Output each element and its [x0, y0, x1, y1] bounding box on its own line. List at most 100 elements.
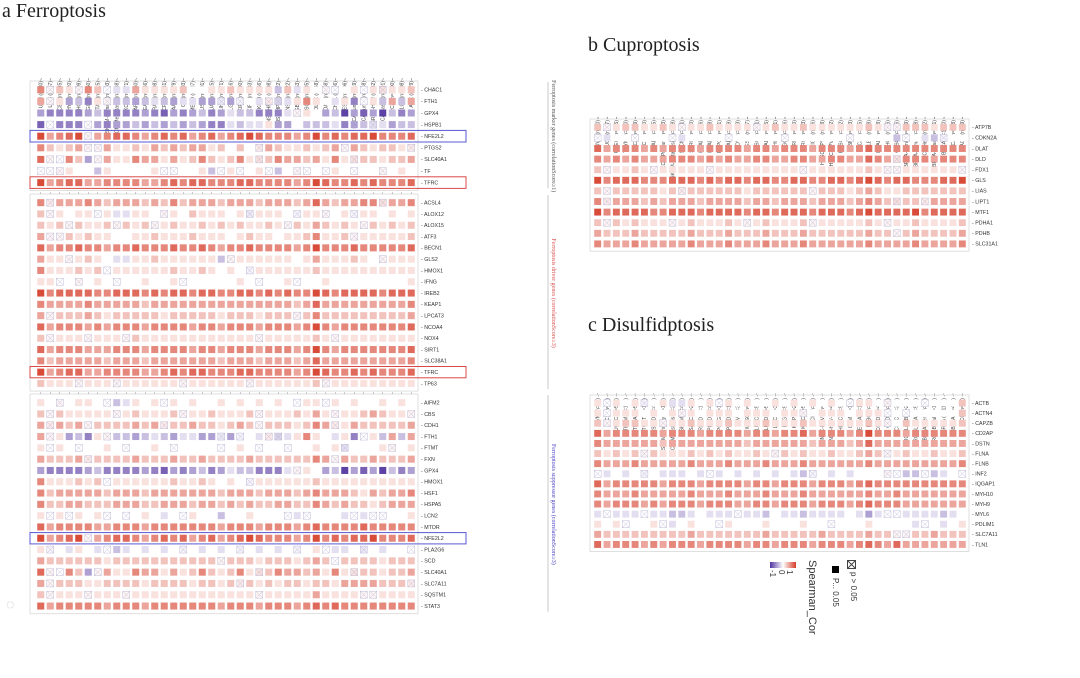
- heatmap-cell: [265, 410, 273, 418]
- heatmap-cell: [160, 512, 168, 520]
- heatmap-cell: [198, 179, 206, 187]
- heatmap-cell: [697, 240, 704, 248]
- heatmap-cell: [388, 97, 396, 105]
- heatmap-cell: [725, 219, 733, 227]
- ns-cross-box: [883, 510, 892, 518]
- heatmap-cell: [75, 132, 83, 140]
- heatmap-cell: [369, 421, 377, 429]
- heatmap-cell: [902, 123, 910, 131]
- heatmap-cell: [65, 300, 73, 308]
- heatmap-cell: [398, 179, 406, 187]
- ns-cross-box: [388, 444, 396, 452]
- heatmap-cell: [350, 455, 358, 463]
- heatmap-cell: [246, 534, 254, 542]
- heatmap-cell: [379, 478, 387, 486]
- heatmap-cell: [650, 429, 658, 437]
- column-label: HNSC-HPV- (n=422) -: [829, 395, 835, 445]
- ns-cross-mark: [151, 221, 159, 229]
- heatmap-cell: [818, 176, 826, 184]
- ns-cross-box: [715, 520, 723, 528]
- gene-label: - INF2: [972, 472, 987, 478]
- ns-cross-box: [734, 510, 742, 518]
- heatmap-cell: [622, 409, 630, 417]
- ns-cross-box: [293, 545, 301, 554]
- heatmap-cell: [594, 409, 602, 417]
- heatmap-cell: [940, 540, 948, 548]
- heatmap-cell: [56, 121, 64, 129]
- heatmap-cell: [687, 229, 695, 237]
- heatmap-cell: [341, 368, 349, 376]
- heatmap-cell: [179, 591, 187, 599]
- gene-label: - TFRC: [421, 180, 438, 186]
- heatmap-cell: [846, 540, 854, 548]
- heatmap-cell: [856, 470, 863, 478]
- heatmap-cell: [141, 444, 149, 452]
- heatmap-cell: [734, 540, 742, 548]
- ns-cross-box: [640, 470, 649, 478]
- heatmap-cell: [369, 489, 377, 497]
- column-label: SKCM-Primary (n=103) -: [105, 78, 111, 133]
- heatmap-cell: [208, 523, 216, 531]
- heatmap-cell: [902, 145, 910, 152]
- heatmap-cell: [303, 399, 311, 407]
- heatmap-cell: [113, 97, 121, 105]
- heatmap-cell: [246, 410, 254, 418]
- heatmap-cell: [809, 460, 817, 468]
- ns-cross-box: [179, 278, 187, 286]
- heatmap-cell: [921, 134, 929, 142]
- heatmap-cell: [771, 187, 779, 195]
- heatmap-cell: [189, 334, 197, 342]
- heatmap-cell: [874, 439, 882, 447]
- heatmap-cell: [884, 240, 891, 248]
- ns-cross-box: [94, 210, 102, 218]
- heatmap-cell: [198, 568, 206, 576]
- heatmap-cell: [640, 229, 648, 237]
- heatmap-cell: [622, 166, 630, 174]
- heatmap-cell: [958, 123, 966, 131]
- heatmap-cell: [388, 368, 396, 376]
- heatmap-cell: [884, 176, 891, 184]
- heatmap-cell: [208, 278, 216, 286]
- heatmap-cell: [631, 429, 639, 437]
- heatmap-cell: [170, 278, 178, 286]
- heatmap-cell: [388, 410, 396, 418]
- heatmap-cell: [255, 323, 263, 331]
- heatmap-cell: [809, 123, 817, 131]
- heatmap-cell: [217, 357, 225, 365]
- heatmap-cell: [341, 379, 349, 387]
- heatmap-cell: [734, 460, 742, 468]
- heatmap-cell: [189, 255, 197, 263]
- heatmap-cell: [612, 510, 620, 518]
- heatmap-cell: [799, 510, 807, 518]
- heatmap-cell: [846, 166, 854, 174]
- heatmap-cell: [303, 421, 311, 429]
- ns-cross-box: [255, 444, 263, 452]
- ns-cross-box: [958, 166, 966, 174]
- heatmap-cell: [360, 489, 368, 497]
- heatmap-cell: [781, 490, 789, 498]
- heatmap-cell: [122, 433, 130, 441]
- heatmap-cell: [734, 399, 742, 407]
- heatmap-cell: [369, 312, 377, 320]
- heatmap-cell: [56, 334, 64, 342]
- heatmap-cell: [94, 334, 102, 342]
- heatmap-cell: [122, 221, 130, 229]
- heatmap-cell: [350, 199, 358, 207]
- heatmap-cell: [594, 419, 602, 427]
- ns-cross-box: [293, 167, 301, 175]
- heatmap-cell: [725, 490, 733, 498]
- heatmap-cell: [725, 530, 733, 538]
- column-label: THYM (n=120) -: [67, 78, 73, 114]
- heatmap-cell: [46, 323, 54, 331]
- heatmap-cell: [659, 176, 667, 184]
- gene-label: - HSPB1: [421, 122, 442, 128]
- heatmap-cell: [265, 132, 273, 140]
- heatmap-cell: [160, 546, 168, 554]
- heatmap-cell: [407, 346, 415, 354]
- heatmap-cell: [122, 410, 130, 418]
- ns-cross-box: [56, 278, 64, 286]
- heatmap-cell: [874, 520, 882, 528]
- heatmap-cell: [322, 568, 330, 576]
- heatmap-cell: [103, 523, 111, 531]
- heatmap-cell: [56, 602, 64, 610]
